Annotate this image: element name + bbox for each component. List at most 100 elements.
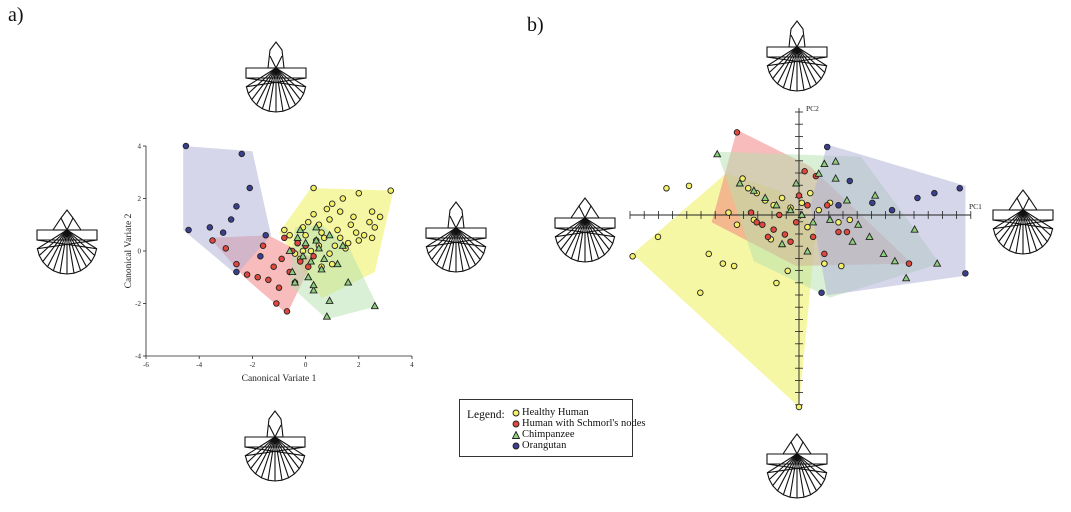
vertebra-spoke [260, 436, 276, 478]
vertebra-spoke [449, 215, 457, 229]
point-chimpanzee [831, 174, 840, 182]
vertebra-spoke [261, 67, 277, 109]
legend-title: Legend: [467, 409, 505, 421]
point-chimpanzee [293, 233, 302, 241]
vertebra-spoke [577, 217, 586, 262]
vertebra-spoke [789, 453, 798, 498]
point-human-with-schmorl-s-nodes [795, 192, 803, 199]
vertebra-spoke [777, 46, 798, 85]
vertebra-spoke [782, 46, 798, 88]
vertebra-spoke [796, 46, 805, 91]
vertebra-spoke [274, 436, 300, 469]
vertebra-spoke [52, 229, 68, 271]
vertebra-spoke [247, 67, 277, 94]
point-healthy-human [663, 185, 670, 192]
point-human-with-schmorl-s-nodes [776, 211, 783, 219]
vertebra-spoke [274, 436, 283, 481]
point-chimpanzee [296, 225, 305, 234]
point-human-with-schmorl-s-nodes [222, 245, 230, 252]
vertebra-spoke [555, 217, 586, 238]
pc2-axis-label: PC2 [806, 104, 819, 113]
vertebra-spoke [275, 55, 283, 69]
point-chimpanzee [803, 246, 812, 255]
point-healthy-human [336, 234, 344, 242]
point-chimpanzee [306, 256, 316, 265]
point-healthy-human [368, 234, 376, 242]
y-tick-label: 2 [138, 195, 142, 203]
point-human-with-schmorl-s-nodes [747, 209, 755, 216]
vertebra-spoke [796, 453, 812, 495]
point-human-with-schmorl-s-nodes [233, 260, 240, 268]
point-chimpanzee [735, 178, 744, 187]
hull-orangutan [810, 144, 966, 296]
point-orangutan [962, 270, 969, 277]
point-healthy-human [328, 200, 336, 207]
vertebra-outline [425, 201, 487, 273]
vertebra-spoke [767, 46, 798, 67]
point-healthy-human [339, 195, 347, 202]
point-human-with-schmorl-s-nodes [759, 221, 766, 228]
point-orangutan [931, 189, 938, 197]
point-human-with-schmorl-s-nodes [265, 276, 272, 284]
vertebra-spoke [66, 229, 92, 262]
point-chimpanzee [320, 254, 329, 262]
x-tick-label: -2 [249, 361, 255, 369]
vertebra-spoke [455, 227, 471, 269]
vertebra-spoke [1022, 209, 1031, 254]
point-human-with-schmorl-s-nodes [259, 242, 267, 249]
point-healthy-human [773, 279, 780, 287]
legend-marker-triangle [511, 430, 521, 439]
point-healthy-human [323, 205, 331, 213]
point-chimpanzee [865, 232, 874, 240]
point-human-with-schmorl-s-nodes [781, 231, 789, 238]
point-human-with-schmorl-s-nodes [297, 258, 304, 265]
vertebra-spoke [60, 217, 68, 231]
point-chimpanzee [831, 157, 840, 165]
point-healthy-human [302, 231, 309, 239]
point-human-with-schmorl-s-nodes [278, 255, 285, 263]
point-orangutan [818, 289, 825, 297]
vertebra-spoke [796, 46, 812, 88]
point-healthy-human [685, 182, 693, 190]
point-chimpanzee [820, 159, 829, 168]
vertebra-spoke [796, 453, 817, 492]
point-human-with-schmorl-s-nodes [273, 300, 280, 307]
point-healthy-human [371, 224, 379, 231]
vertebra-spoke [275, 67, 305, 94]
point-healthy-human [821, 260, 828, 267]
vertebra-spoke [455, 227, 464, 272]
vertebra-outline-path [766, 20, 828, 92]
vertebra-spoke [455, 227, 476, 266]
point-healthy-human [326, 216, 333, 223]
point-orangutan [227, 216, 235, 223]
vertebra-spoke [1015, 209, 1024, 254]
point-orangutan [233, 203, 240, 210]
point-human-with-schmorl-s-nodes [792, 219, 800, 226]
point-healthy-human [347, 221, 355, 228]
point-healthy-human [376, 213, 384, 221]
vertebra-spoke [584, 217, 600, 259]
vertebra-spoke [1016, 197, 1024, 211]
point-human-with-schmorl-s-nodes [905, 260, 913, 267]
vertebra-spoke [267, 436, 276, 481]
vertebra-spoke [993, 209, 1024, 230]
point-chimpanzee [314, 243, 324, 252]
point-human-with-schmorl-s-nodes [275, 284, 283, 292]
point-healthy-human [730, 262, 738, 270]
vertebra-outline-drawings [36, 20, 1054, 499]
point-chimpanzee [777, 239, 787, 248]
legend: Legend: Healthy Human Human with Schmorl… [459, 399, 646, 457]
x-tick-label: -6 [143, 361, 149, 369]
plot-b: PC1 PC2 [629, 104, 982, 411]
vertebra-spoke [274, 436, 290, 478]
vertebra-spoke [796, 34, 804, 48]
point-human-with-schmorl-s-nodes [283, 308, 291, 315]
point-human-with-schmorl-s-nodes [753, 219, 760, 226]
vertebra-outline-path [554, 197, 616, 263]
point-orangutan [262, 231, 269, 239]
point-chimpanzee [333, 259, 342, 268]
vertebra-outline [992, 189, 1054, 255]
point-human-with-schmorl-s-nodes [281, 234, 288, 242]
vertebra-spoke [796, 453, 826, 480]
